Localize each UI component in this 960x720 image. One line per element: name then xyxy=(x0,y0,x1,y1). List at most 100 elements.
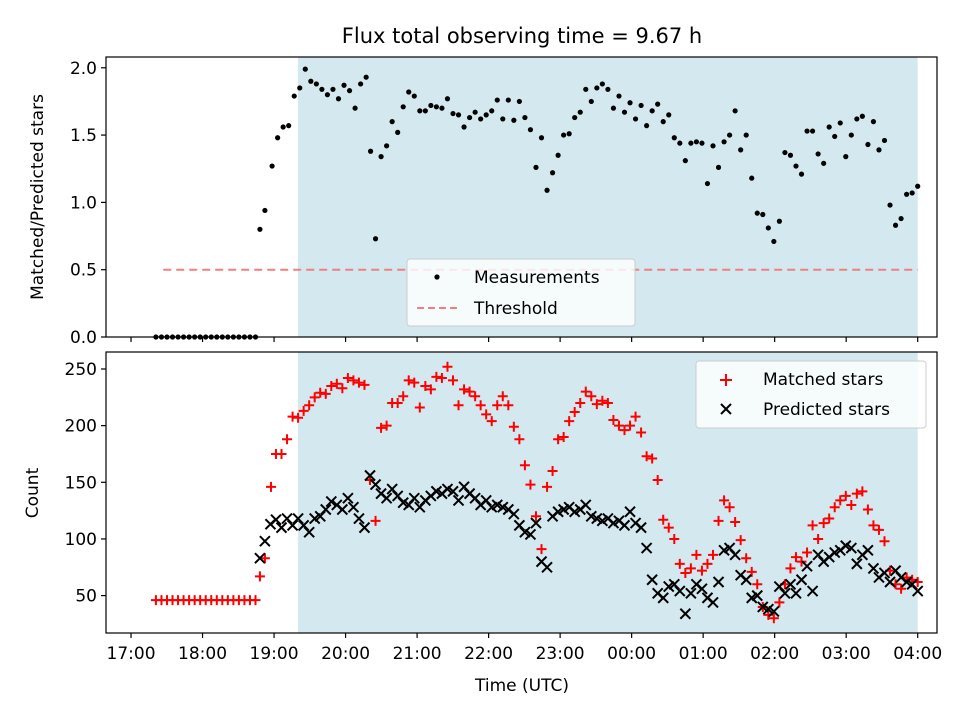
predicted-star-point xyxy=(303,526,315,538)
matched-star-point xyxy=(503,400,514,411)
measurement-point xyxy=(511,117,517,123)
measurement-point xyxy=(721,139,727,145)
matched-star-point xyxy=(602,397,613,408)
figure-title: Flux total observing time = 9.67 h xyxy=(342,24,702,48)
measurement-point xyxy=(302,66,308,72)
count-y-tick-label: 100 xyxy=(65,530,97,550)
measurement-point xyxy=(832,133,838,140)
matched-star-point xyxy=(896,583,907,594)
ratio-panel: 0.00.51.01.52.0 Matched/Predicted stars … xyxy=(28,56,938,348)
matched-star-point xyxy=(846,499,857,510)
predicted-star-point xyxy=(259,535,271,547)
measurement-point xyxy=(644,123,650,129)
measurement-point xyxy=(826,124,832,130)
measurement-point xyxy=(876,147,882,153)
predicted-star-point xyxy=(911,585,924,597)
matched-star-point xyxy=(425,384,436,395)
matched-star-point xyxy=(453,400,464,411)
matched-star-point xyxy=(475,400,486,411)
matched-star-point xyxy=(785,563,796,574)
matched-star-point xyxy=(813,533,824,544)
ratio-frame xyxy=(105,56,938,338)
predicted-star-point xyxy=(751,589,763,602)
measurement-point xyxy=(870,119,877,125)
count-panel: 50 100 150 200 250 17:00 18:00 19:00 20:00 21:00 2… xyxy=(23,351,942,696)
predicted-star-point xyxy=(270,513,282,526)
matched-star-point xyxy=(259,553,270,564)
measurement-point xyxy=(843,154,849,160)
measurement-point xyxy=(787,152,794,158)
measurement-point xyxy=(660,119,666,125)
measurement-point xyxy=(854,116,860,122)
measurement-point xyxy=(324,92,331,98)
count-y-axis-label: Count xyxy=(23,467,43,518)
measurement-point xyxy=(693,139,700,145)
matched-star-point xyxy=(835,495,846,506)
measurement-point xyxy=(444,96,451,102)
matched-star-point xyxy=(536,544,547,555)
x-tick-label: 04:00 xyxy=(893,644,942,664)
measurement-point xyxy=(627,100,633,106)
measurement-point xyxy=(572,114,578,121)
measurement-point xyxy=(372,236,379,242)
predicted-star-point xyxy=(640,542,653,554)
ratio-y-tick-label: 1.0 xyxy=(70,193,97,213)
measurement-point xyxy=(887,202,893,208)
measurement-point xyxy=(632,116,639,122)
matched-star-point xyxy=(376,422,387,433)
predicted-star-point xyxy=(524,528,537,541)
ratio-y-axis-label: Matched/Predicted stars xyxy=(28,94,48,300)
measurement-point xyxy=(450,110,456,117)
measurement-point xyxy=(610,105,617,111)
measurement-point xyxy=(478,116,484,122)
ratio-y-tick-label: 0.5 xyxy=(70,261,97,281)
measurement-point xyxy=(798,171,805,177)
count-legend-box xyxy=(695,360,927,429)
matched-star-point xyxy=(282,434,293,445)
measurement-point xyxy=(483,112,489,118)
measurement-point xyxy=(671,135,677,141)
matched-star-point xyxy=(431,371,442,382)
measurement-point xyxy=(765,225,771,231)
predicted-star-point xyxy=(541,561,553,573)
measurement-point xyxy=(594,85,600,91)
predicted-star-point xyxy=(806,585,819,597)
measurement-point xyxy=(599,81,605,87)
ratio-axes: 0.0 0.5 1.0 1.5 2.0 xyxy=(70,56,938,348)
matched-star-point xyxy=(807,520,818,531)
predicted-star-point xyxy=(845,542,858,554)
measurement-point xyxy=(489,108,495,114)
count-y-tick-label: 50 xyxy=(75,587,97,607)
legend-measurements-marker xyxy=(434,274,440,280)
ratio-legend-box xyxy=(406,258,636,327)
measurement-point xyxy=(262,207,268,214)
x-tick-label: 19:00 xyxy=(250,644,299,664)
x-tick-label: 20:00 xyxy=(321,644,370,664)
matched-star-point xyxy=(276,448,287,459)
matched-star-point xyxy=(768,613,779,624)
measurement-point xyxy=(358,81,364,87)
x-tick-label: 18:00 xyxy=(178,644,227,664)
matched-star-point xyxy=(630,411,641,422)
matched-star-point xyxy=(857,486,868,497)
matched-star-point xyxy=(370,515,381,526)
predicted-star-point xyxy=(657,592,669,604)
measurement-point xyxy=(428,102,434,109)
measurement-point xyxy=(363,74,369,80)
measurement-point xyxy=(533,164,539,170)
matched-star-point xyxy=(315,387,326,398)
matched-star-point xyxy=(674,558,685,569)
matched-star-point xyxy=(398,391,409,402)
measurement-point xyxy=(649,108,655,114)
x-axis-label: Time (UTC) xyxy=(474,676,569,696)
predicted-star-point xyxy=(878,567,891,579)
count-y-tick-label: 250 xyxy=(65,360,97,380)
ratio-y-tick-label: 1.5 xyxy=(70,126,97,146)
measurement-point xyxy=(815,151,821,157)
measurement-point xyxy=(433,104,440,110)
matched-star-point xyxy=(730,516,741,527)
measurement-point xyxy=(704,180,711,187)
matched-star-point xyxy=(752,579,763,590)
matched-star-point xyxy=(436,373,447,384)
matched-star-point xyxy=(652,475,663,486)
